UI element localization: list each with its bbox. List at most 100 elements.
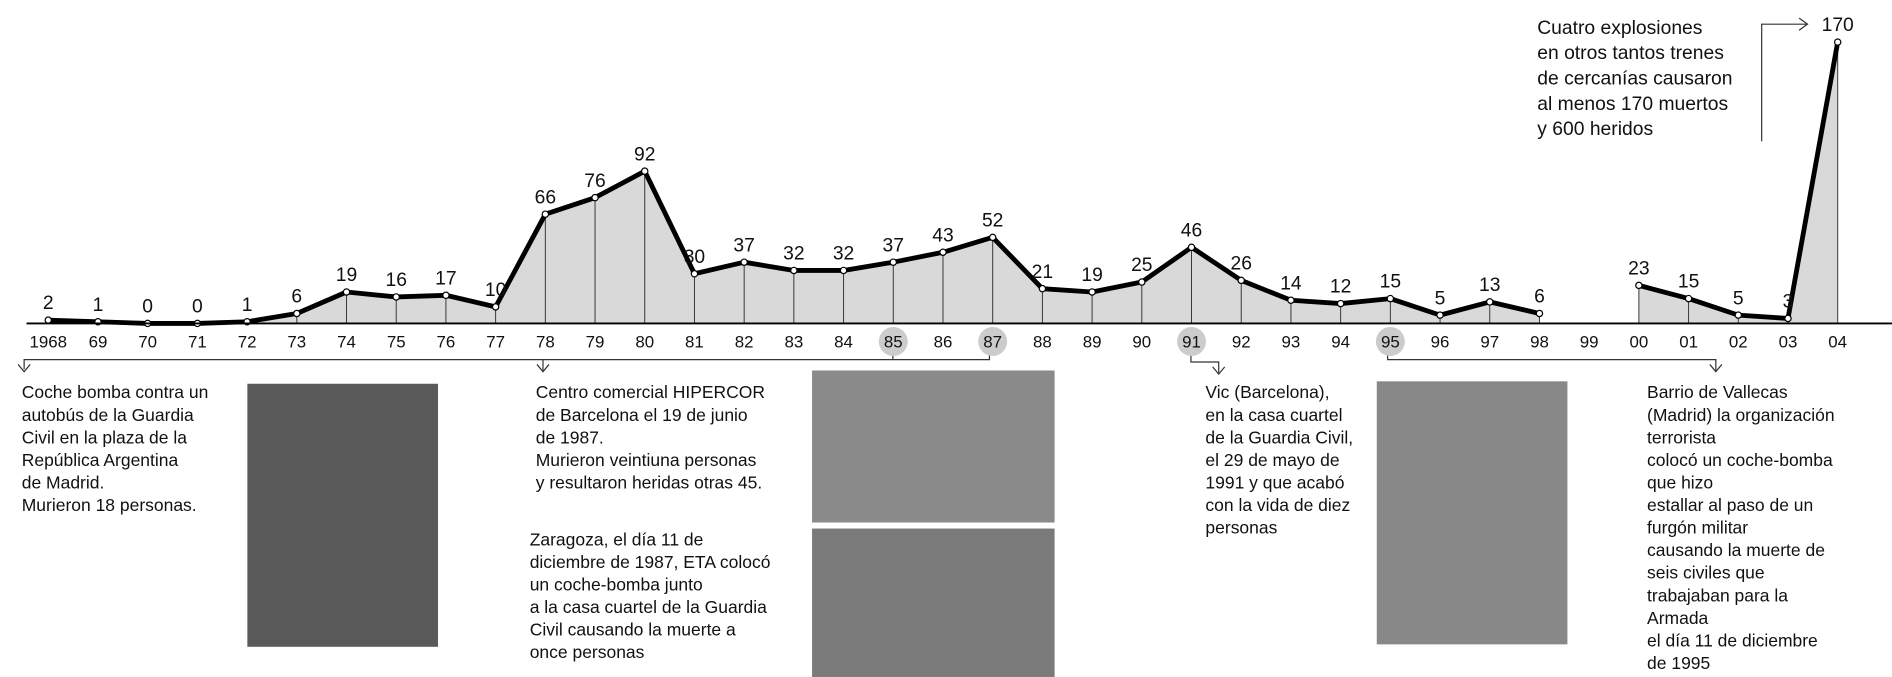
x-tick-label: 73 [287,333,306,352]
value-label: 32 [783,244,804,265]
value-label: 43 [932,225,953,246]
x-tick-label: 92 [1232,333,1251,352]
value-label: 14 [1280,273,1302,294]
value-label: 1 [242,295,253,316]
value-label: 1 [93,295,104,316]
x-tick-label: 85 [884,333,903,352]
point [1237,276,1245,285]
x-tick-label: 79 [586,333,605,352]
x-tick-label: 91 [1182,333,1201,352]
arrow [1212,366,1226,376]
annotation: estallar al paso de un [1647,495,1813,515]
x-tick-label: 95 [1381,333,1400,352]
point [1684,294,1693,303]
x-tick-label: 98 [1530,333,1549,352]
x-tick-label: 93 [1282,333,1301,352]
annotation: furgón militar [1647,518,1748,538]
point [1486,298,1494,306]
point [1088,288,1096,296]
annotation: de 1987. [536,427,604,447]
annotation: seis civiles que [1647,563,1765,583]
annotation: Civil en la plaza de la [22,427,187,447]
bracket [1387,349,1717,371]
photos [247,370,1568,677]
point [988,233,997,242]
annotation: 1991 y que acabó [1205,472,1344,492]
point [591,193,599,202]
value-label: 5 [1733,288,1744,309]
annotation: colocó un coche-bomba [1647,450,1833,470]
x-tick-label: 77 [486,333,505,352]
x-tick-label: 1968 [29,333,67,352]
value-label: 0 [192,297,203,318]
point [1336,299,1345,308]
annotation: Barrio de Vallecas [1647,382,1788,402]
value-label: 25 [1131,255,1152,276]
x-tick-label: 74 [337,333,356,352]
annotation: Murieron 18 personas. [22,495,197,515]
annotation: de Barcelona el 19 de junio [536,405,748,425]
value-label: 19 [1081,265,1102,286]
value-label: 12 [1330,277,1351,298]
x-tick-label: 76 [437,333,456,352]
annotation: diciembre de 1987, ETA colocó [530,552,771,572]
area [1638,42,1838,324]
bracket [1190,352,1220,373]
annotation: Centro comercial HIPERCOR [536,382,765,402]
annotation: de la Guardia Civil, [1205,427,1353,447]
point [690,270,699,278]
point [442,291,450,300]
value-label: 30 [684,247,705,268]
value-label: 26 [1230,254,1251,275]
arrow [1798,17,1809,31]
x-tick-label: 04 [1828,333,1847,352]
x-tick-label: 80 [635,333,654,352]
arrow [1709,364,1723,373]
value-label: 170 [1822,15,1854,36]
value-label: 3 [1783,292,1794,313]
value-label: 37 [883,235,904,256]
annotation: a la casa cuartel de la Guardia [530,597,767,617]
annotation: al menos 170 muertos [1537,94,1728,115]
value-label: 32 [833,244,854,265]
x-tick-label: 88 [1033,333,1052,352]
value-label: 6 [1534,287,1545,308]
photo [1376,381,1568,645]
highlight [1177,327,1206,356]
arrow [17,364,31,373]
annotation: terrorista [1647,427,1716,447]
area [48,171,1540,324]
x-tick-label: 75 [387,333,406,352]
x-tick-label: 81 [685,333,704,352]
annotation: de cercanías causaron [1537,69,1732,90]
point [1833,38,1842,46]
x-tick-label: 00 [1629,333,1648,352]
annotation: Cuatro explosiones [1537,18,1702,39]
x-tick-label: 97 [1480,333,1499,352]
annotation: Civil causando la muerte a [530,620,736,640]
point [1187,243,1196,252]
annotation: y 600 heridos [1537,119,1653,140]
point [44,316,53,324]
value-label: 15 [1678,272,1699,293]
annotation: República Argentina [22,450,179,470]
value-label: 16 [385,270,406,291]
point [342,288,351,296]
value-label: 76 [584,171,605,192]
x-tick-label: 94 [1331,333,1350,352]
point [1287,296,1295,304]
point [541,210,550,218]
x-tick-label: 83 [784,333,803,352]
value-label: 52 [982,211,1003,232]
highlight [878,327,908,356]
annotation: personas [1205,518,1277,538]
point [889,258,898,266]
x-tick-label: 86 [934,333,953,352]
point [293,309,301,318]
x-tick-label: 01 [1679,333,1698,352]
x-tick-label: 03 [1779,333,1798,352]
value-label: 23 [1628,258,1649,279]
annotation: en la casa cuartel [1205,405,1342,425]
